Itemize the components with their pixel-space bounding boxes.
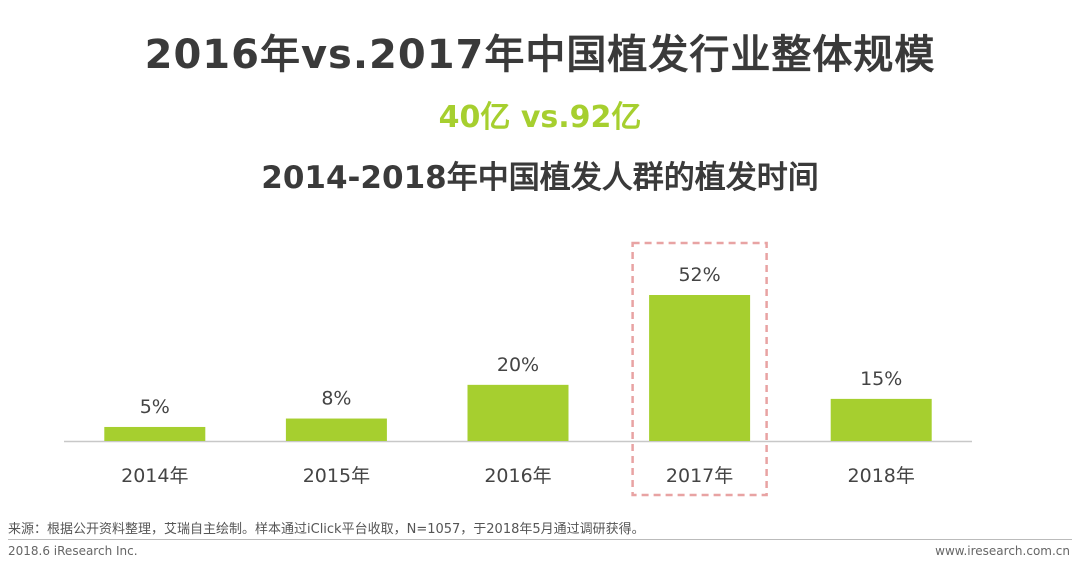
tick-label-2: 2016年 [484,465,551,487]
tick-label-1: 2015年 [303,465,370,487]
tick-label-4: 2018年 [848,465,915,487]
value-label-2: 20% [497,354,539,376]
footer-divider [8,539,1072,540]
tick-label-3: 2017年 [666,465,733,487]
copyright: 2018.6 iResearch Inc. [8,544,138,558]
tick-label-0: 2014年 [121,465,188,487]
source-note: 来源：根据公开资料整理，艾瑞自主绘制。样本通过iClick平台收取，N=1057… [8,522,645,537]
market-size-subtitle: 40亿 vs.92亿 [438,100,642,135]
value-label-1: 8% [321,388,351,410]
chart-title: 2014-2018年中国植发人群的植发时间 [261,160,819,196]
value-label-3: 52% [678,264,720,286]
value-label-0: 5% [140,396,170,418]
value-label-4: 15% [860,368,902,390]
website-link[interactable]: www.iresearch.com.cn [935,544,1070,558]
page-title: 2016年vs.2017年中国植发行业整体规模 [144,32,936,78]
bar-4 [830,398,932,441]
bar-2 [467,384,569,441]
bar-3 [649,295,751,441]
bar-0 [104,426,206,441]
highlight-box [631,241,768,497]
bar-1 [285,418,387,441]
